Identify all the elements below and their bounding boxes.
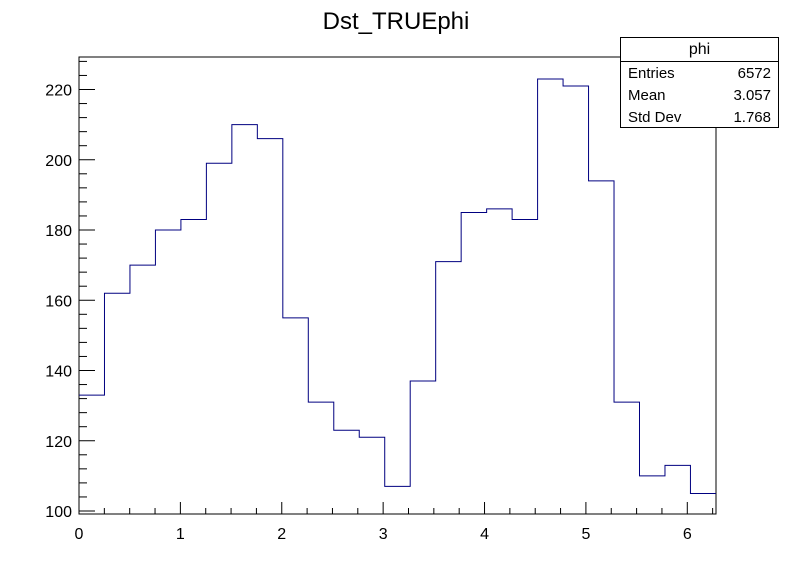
x-tick-label: 6: [683, 526, 692, 543]
y-tick-label: 140: [45, 364, 72, 381]
x-tick-label: 3: [379, 526, 388, 543]
y-tick-label: 160: [45, 293, 72, 310]
y-tick-label: 220: [45, 83, 72, 100]
stats-row-stddev: Std Dev 1.768: [621, 106, 778, 128]
chart-title: Dst_TRUEphi: [323, 8, 470, 35]
stats-row-entries: Entries 6572: [621, 62, 778, 84]
stats-value: 1.768: [733, 109, 771, 126]
stats-box: phi Entries 6572 Mean 3.057 Std Dev 1.76…: [620, 37, 779, 128]
y-tick-label: 200: [45, 153, 72, 170]
y-tick-label: 180: [45, 223, 72, 240]
x-tick-label: 5: [581, 526, 590, 543]
stats-label: Entries: [628, 65, 675, 82]
histogram-series-line: [79, 78, 716, 494]
x-tick-label: 1: [176, 526, 185, 543]
y-tick-label: 100: [45, 504, 72, 521]
stats-value: 3.057: [733, 87, 771, 104]
x-tick-label: 4: [480, 526, 489, 543]
y-tick-label: 120: [45, 434, 72, 451]
stats-label: Mean: [628, 87, 666, 104]
x-tick-label: 0: [75, 526, 84, 543]
axes: 0 1 2 3 4 5 6 100 120 140 160 180 200 220: [45, 60, 714, 543]
stats-title: phi: [621, 38, 778, 62]
stats-row-mean: Mean 3.057: [621, 84, 778, 106]
stats-value: 6572: [737, 65, 771, 82]
plot-frame: [78, 56, 717, 515]
x-tick-label: 2: [277, 526, 286, 543]
stats-label: Std Dev: [628, 109, 682, 126]
